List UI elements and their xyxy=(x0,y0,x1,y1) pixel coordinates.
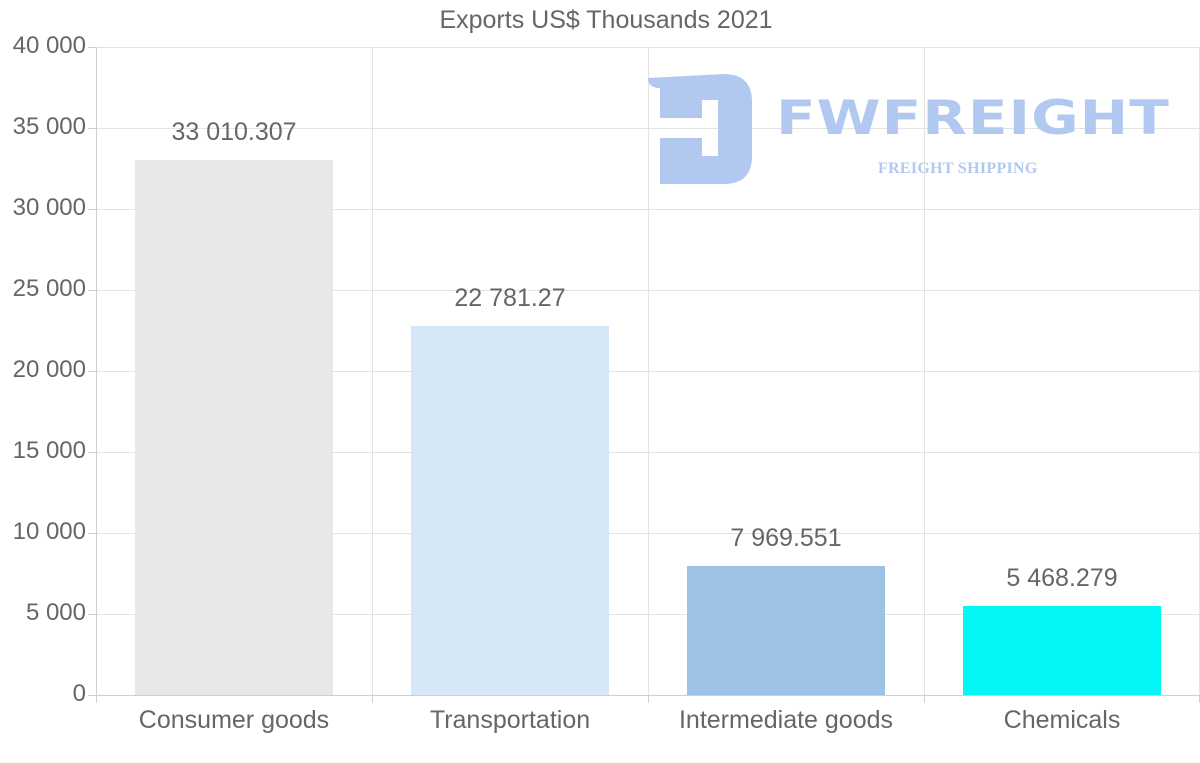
y-tick xyxy=(88,614,96,615)
bar-transportation[interactable] xyxy=(411,326,609,695)
x-category-label: Consumer goods xyxy=(138,706,330,734)
watermark-brand: FWFREIGHT xyxy=(776,89,1170,146)
bar-value-label: 33 010.307 xyxy=(171,118,297,146)
y-tick xyxy=(88,47,96,48)
x-category-label: Chemicals xyxy=(1003,706,1121,734)
bar-chemicals[interactable] xyxy=(963,606,1161,695)
x-tick xyxy=(924,695,925,703)
y-tick xyxy=(88,371,96,372)
x-category-label: Transportation xyxy=(429,706,591,734)
chart-title: Exports US$ Thousands 2021 xyxy=(439,6,773,34)
x-tick xyxy=(372,695,373,703)
watermark-tagline: FREIGHT SHIPPING xyxy=(878,160,1038,177)
bar-intermediate-goods[interactable] xyxy=(687,566,885,695)
y-tick xyxy=(88,452,96,453)
gridline-vertical xyxy=(648,47,649,695)
x-category-label: Intermediate goods xyxy=(678,706,894,734)
y-tick xyxy=(88,128,96,129)
gridline-vertical xyxy=(924,47,925,695)
y-tick-label: 30 000 xyxy=(12,194,86,221)
y-tick xyxy=(88,533,96,534)
y-tick-label: 35 000 xyxy=(12,113,86,140)
x-axis-line xyxy=(96,695,1200,696)
y-tick-label: 20 000 xyxy=(12,356,86,383)
y-tick-label: 0 xyxy=(72,680,86,707)
x-tick xyxy=(648,695,649,703)
y-tick-label: 15 000 xyxy=(12,437,86,464)
bar-value-label: 22 781.27 xyxy=(454,284,566,312)
y-tick-label: 10 000 xyxy=(12,518,86,545)
gridline-vertical xyxy=(372,47,373,695)
bar-consumer-goods[interactable] xyxy=(135,160,333,695)
y-tick-label: 5 000 xyxy=(25,599,86,626)
y-tick-label: 25 000 xyxy=(12,275,86,302)
bar-value-label: 5 468.279 xyxy=(1006,564,1118,592)
y-tick xyxy=(88,290,96,291)
y-tick-label: 40 000 xyxy=(12,32,86,59)
y-tick xyxy=(88,695,96,696)
y-tick xyxy=(88,209,96,210)
y-axis-line xyxy=(96,47,97,703)
fwfreight-logo-icon xyxy=(648,74,752,184)
fwfreight-watermark: FWFREIGHT FREIGHT SHIPPING xyxy=(646,72,1169,187)
bar-value-label: 7 969.551 xyxy=(730,524,842,552)
